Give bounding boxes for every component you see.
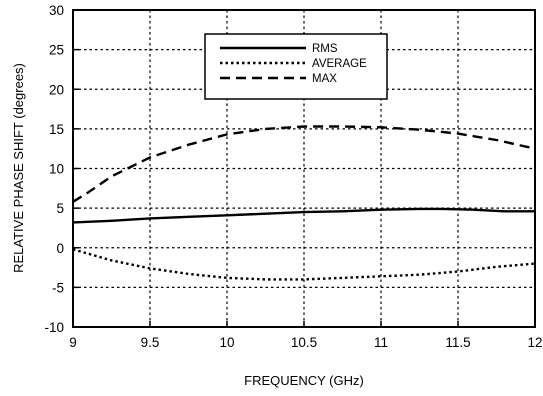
series-line-average: [72, 248, 536, 281]
axis-ticks: 9 9.5 10 10.5 11 11.5 12 -10 -5 0 5 10 15 20 25 30: [44, 3, 542, 350]
x-tick-label: 9.5: [141, 335, 160, 350]
y-axis-label: RELATIVE PHASE SHIFT (degrees): [11, 63, 26, 273]
y-tick-label: 25: [49, 43, 64, 58]
series-line-rms: [72, 207, 535, 224]
x-tick-label: 10.5: [291, 335, 317, 350]
series-line-max: [72, 125, 536, 203]
y-tick-label: 5: [56, 201, 64, 216]
y-tick-label: 30: [49, 3, 64, 18]
x-tick-label: 10: [219, 335, 234, 350]
y-tick-label: 10: [49, 162, 64, 177]
x-tick-label: 11: [374, 335, 388, 350]
legend: RMS AVERAGE MAX: [204, 33, 388, 100]
x-axis-label: FREQUENCY (GHz): [244, 373, 364, 388]
x-tick-label: 12: [527, 335, 542, 350]
x-tick-label: 11.5: [445, 335, 470, 350]
data-series: [72, 125, 536, 281]
y-tick-label: 15: [49, 122, 64, 137]
y-tick-label: -5: [52, 280, 64, 295]
legend-label-average: AVERAGE: [312, 58, 367, 70]
legend-box: [204, 33, 388, 100]
legend-label-max: MAX: [312, 73, 337, 85]
y-tick-label: 0: [56, 241, 64, 256]
y-tick-label: 20: [49, 82, 64, 97]
y-tick-label: -10: [44, 320, 64, 335]
legend-label-rms: RMS: [312, 43, 338, 55]
x-tick-label: 9: [69, 335, 77, 350]
